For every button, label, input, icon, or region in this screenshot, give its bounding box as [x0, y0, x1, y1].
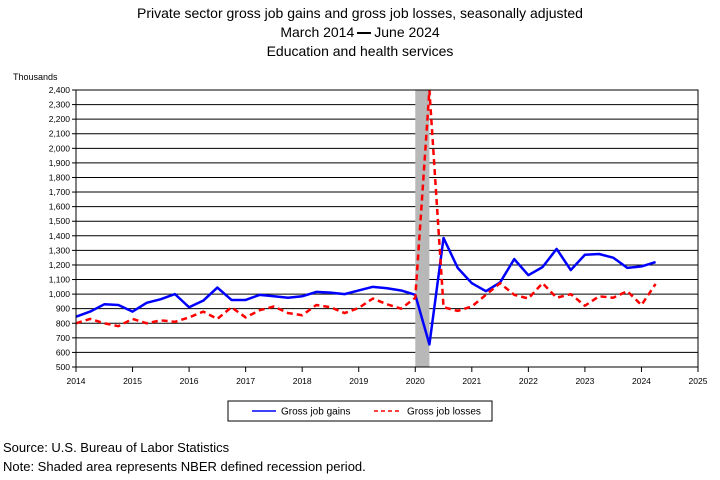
y-tick-label: 1,100 [49, 275, 71, 285]
y-tick-label: 1,600 [49, 202, 71, 212]
x-tick-label: 2022 [519, 376, 538, 386]
chart-title: Private sector gross job gains and gross… [137, 5, 583, 21]
y-tick-label: 500 [56, 362, 70, 372]
y-tick-label: 2,300 [49, 100, 71, 110]
y-tick-label: 2,000 [49, 143, 71, 153]
y-tick-label: 1,200 [49, 260, 71, 270]
axis-layer: 500 600 700 800 900 1,000 1,100 1,200 1,300 1,400… [49, 85, 708, 386]
x-tick-label: 2018 [293, 376, 312, 386]
legend-box [227, 400, 493, 422]
y-tick-label: 1,700 [49, 187, 71, 197]
industry-subtitle: Education and health services [266, 43, 454, 59]
chart-titles: Private sector gross job gains and gross… [0, 4, 720, 61]
source-note: Source: U.S. Bureau of Labor Statistics [3, 440, 230, 455]
y-tick-label: 800 [56, 318, 70, 328]
period-end: June 2024 [374, 24, 440, 40]
y-tick-label: 700 [56, 333, 70, 343]
y-tick-label: 1,400 [49, 231, 71, 241]
y-tick-label: 2,100 [49, 129, 71, 139]
x-tick-label: 2020 [406, 376, 425, 386]
legend: Gross job gains Gross job losses [227, 400, 493, 422]
x-tick-label: 2015 [123, 376, 142, 386]
y-tick-label: 1,300 [49, 245, 71, 255]
y-tick-label: 900 [56, 304, 70, 314]
x-tick-label: 2021 [462, 376, 481, 386]
recession-note: Note: Shaded area represents NBER define… [3, 459, 366, 474]
y-tick-label: 2,200 [49, 114, 71, 124]
x-tick-label: 2017 [236, 376, 255, 386]
gross-job-gains-line [76, 236, 656, 346]
period-start: March 2014 [280, 24, 355, 40]
x-tick-label: 2025 [689, 376, 708, 386]
period-subtitle: March 2014 June 2024 [0, 23, 720, 42]
x-tick-label: 2016 [180, 376, 199, 386]
gross-job-losses-line [76, 90, 657, 328]
legend-losses-label: Gross job losses [407, 407, 481, 418]
x-tick-label: 2023 [575, 376, 594, 386]
plot-frame [75, 89, 699, 368]
recession-layer [415, 90, 430, 367]
y-tick-label: 1,000 [49, 289, 71, 299]
x-tick-label: 2024 [632, 376, 651, 386]
legend-gains-label: Gross job gains [281, 407, 350, 418]
y-tick-label: 1,500 [49, 216, 71, 226]
x-tick-label: 2014 [67, 376, 86, 386]
dash-icon [357, 32, 372, 35]
series-layer [76, 90, 657, 346]
grid-layer [76, 89, 698, 368]
y-tick-label: 1,900 [49, 158, 71, 168]
recession-band [415, 90, 430, 367]
y-axis-label: Thousands [13, 72, 58, 82]
x-tick-label: 2019 [349, 376, 368, 386]
y-tick-label: 1,800 [49, 172, 71, 182]
y-tick-label: 600 [56, 347, 70, 357]
y-tick-label: 2,400 [49, 85, 71, 95]
